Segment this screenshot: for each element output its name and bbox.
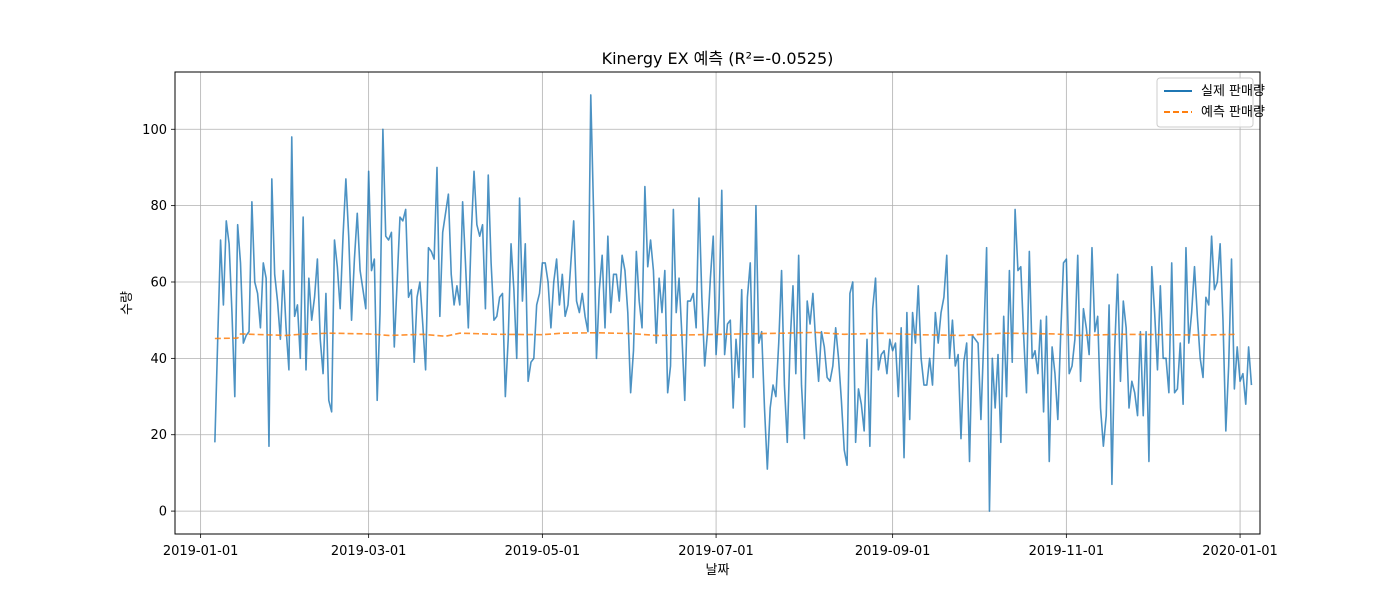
plot-frame [174,71,1261,535]
y-tick-label: 80 [150,199,167,214]
x-tick-label: 2019-07-01 [678,544,754,559]
legend: 실제 판매량 예측 판매량 [1156,77,1265,128]
x-tick-label: 2019-11-01 [1029,544,1105,559]
x-tick-label: 2020-01-01 [1202,544,1278,559]
x-axis: 2019-01-01 2019-03-01 2019-05-01 2019-07-01… [163,534,1278,559]
y-axis: 0 20 40 60 80 100 [142,123,175,520]
x-tick-label: 2019-01-01 [163,544,239,559]
y-tick-label: 0 [159,505,167,520]
legend-label-actual: 실제 판매량 [1201,84,1265,99]
x-tick-label: 2019-09-01 [855,544,931,559]
legend-label-predicted: 예측 판매량 [1201,105,1265,120]
x-axis-label: 날짜 [706,563,730,578]
chart-title: Kinergy EX 예측 (R²=-0.0525) [602,49,834,68]
y-axis-label: 수량 [120,291,135,315]
series-line-predicted [214,331,1238,340]
grid [175,72,1260,534]
series-line-actual [214,94,1253,512]
x-tick-label: 2019-03-01 [331,544,407,559]
y-tick-label: 60 [150,276,167,291]
y-tick-label: 100 [142,123,167,138]
y-tick-label: 20 [150,428,167,443]
x-tick-label: 2019-05-01 [505,544,581,559]
series-layer [214,94,1253,512]
y-tick-label: 40 [150,352,167,367]
